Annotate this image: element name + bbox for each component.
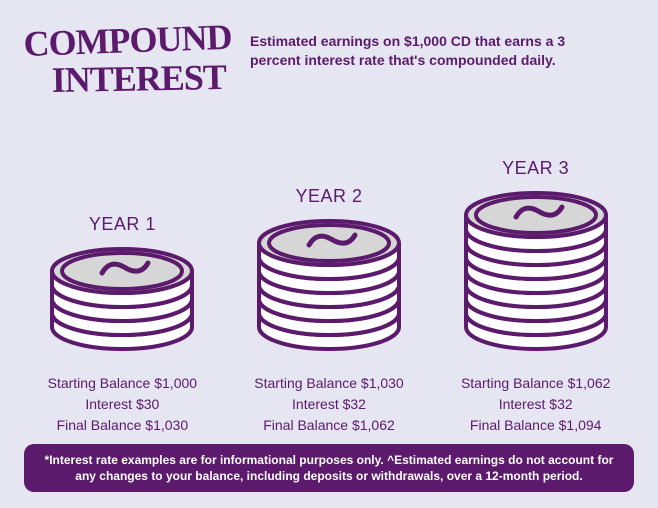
year-column: YEAR 1 Starting Balance $1,000 Interest … <box>24 214 221 436</box>
coin-stack-icon <box>462 189 610 359</box>
columns-row: YEAR 1 Starting Balance $1,000 Interest … <box>24 110 634 436</box>
coin-stack-wrap <box>462 189 610 359</box>
starting-balance: Starting Balance $1,062 <box>461 373 610 394</box>
coin-stack-wrap <box>48 245 196 359</box>
year-label: YEAR 2 <box>295 186 362 207</box>
final-balance: Final Balance $1,062 <box>254 415 403 436</box>
infographic-container: COMPOUND INTEREST Estimated earnings on … <box>0 0 658 508</box>
disclaimer-bar: *Interest rate examples are for informat… <box>24 444 634 492</box>
starting-balance: Starting Balance $1,030 <box>254 373 403 394</box>
final-balance: Final Balance $1,094 <box>461 415 610 436</box>
starting-balance: Starting Balance $1,000 <box>48 373 197 394</box>
year-column: YEAR 2 Starting Balance $1,030 Interest … <box>231 186 428 436</box>
year-label: YEAR 1 <box>89 214 156 235</box>
header-row: COMPOUND INTEREST Estimated earnings on … <box>24 18 634 108</box>
interest: Interest $30 <box>48 394 197 415</box>
interest: Interest $32 <box>461 394 610 415</box>
year-figures: Starting Balance $1,000 Interest $30 Fin… <box>48 373 197 436</box>
final-balance: Final Balance $1,030 <box>48 415 197 436</box>
year-column: YEAR 3 Starting Balance $1,062 Interest … <box>437 158 634 436</box>
coin-stack-icon <box>48 245 196 359</box>
year-figures: Starting Balance $1,062 Interest $32 Fin… <box>461 373 610 436</box>
year-label: YEAR 3 <box>502 158 569 179</box>
year-figures: Starting Balance $1,030 Interest $32 Fin… <box>254 373 403 436</box>
interest: Interest $32 <box>254 394 403 415</box>
coin-stack-wrap <box>255 217 403 359</box>
title-line-2: INTEREST <box>51 57 227 100</box>
title-graphic: COMPOUND INTEREST <box>24 18 234 108</box>
subtitle-text: Estimated earnings on $1,000 CD that ear… <box>250 18 590 70</box>
coin-stack-icon <box>255 217 403 359</box>
